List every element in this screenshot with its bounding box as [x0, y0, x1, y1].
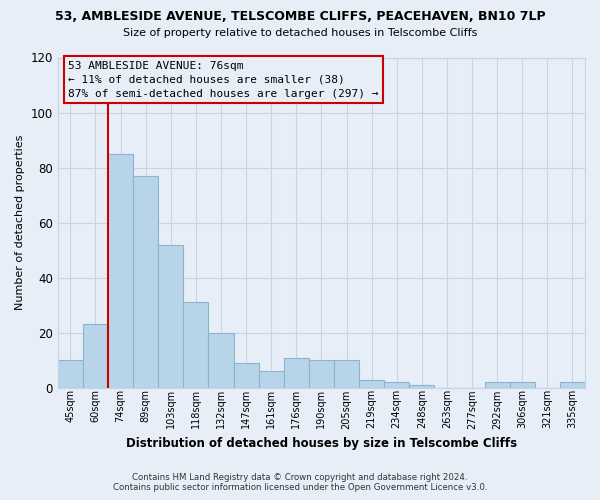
Bar	[108, 154, 133, 388]
Text: 53 AMBLESIDE AVENUE: 76sqm
← 11% of detached houses are smaller (38)
87% of semi: 53 AMBLESIDE AVENUE: 76sqm ← 11% of deta…	[68, 61, 379, 99]
Bar	[158, 244, 184, 388]
Bar	[509, 382, 535, 388]
Bar	[58, 360, 83, 388]
Bar	[184, 302, 208, 388]
Bar	[485, 382, 509, 388]
Bar	[233, 363, 259, 388]
Bar	[259, 372, 284, 388]
Bar	[359, 380, 384, 388]
Bar	[409, 385, 434, 388]
Text: 53, AMBLESIDE AVENUE, TELSCOMBE CLIFFS, PEACEHAVEN, BN10 7LP: 53, AMBLESIDE AVENUE, TELSCOMBE CLIFFS, …	[55, 10, 545, 23]
Bar	[83, 324, 108, 388]
Bar	[334, 360, 359, 388]
Bar	[208, 332, 233, 388]
Text: Contains HM Land Registry data © Crown copyright and database right 2024.
Contai: Contains HM Land Registry data © Crown c…	[113, 473, 487, 492]
Text: Size of property relative to detached houses in Telscombe Cliffs: Size of property relative to detached ho…	[123, 28, 477, 38]
Bar	[309, 360, 334, 388]
Bar	[384, 382, 409, 388]
Y-axis label: Number of detached properties: Number of detached properties	[15, 135, 25, 310]
X-axis label: Distribution of detached houses by size in Telscombe Cliffs: Distribution of detached houses by size …	[126, 437, 517, 450]
Bar	[560, 382, 585, 388]
Bar	[133, 176, 158, 388]
Bar	[284, 358, 309, 388]
